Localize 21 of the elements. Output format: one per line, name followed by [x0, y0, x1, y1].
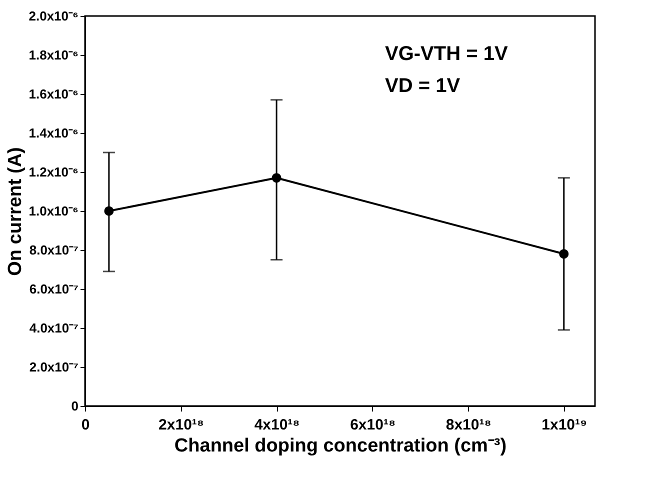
x-tick-label: 0 — [81, 416, 90, 434]
x-axis-title: Channel doping concentration (cm⁻³) — [174, 436, 507, 456]
y-tick-label: 1.2x10⁻⁶ — [28, 164, 79, 180]
y-tick-label: 2.0x10⁻⁶ — [28, 8, 79, 24]
x-tick-label: 8x10¹⁸ — [446, 416, 492, 434]
y-tick-label: 1.8x10⁻⁶ — [28, 48, 79, 62]
x-tick-label: 2x10¹⁸ — [158, 416, 204, 434]
x-tick-label: 1x10¹⁹ — [542, 416, 588, 434]
x-tick-label: 6x10¹⁸ — [350, 416, 396, 434]
y-axis-title: On current (A) — [4, 147, 26, 276]
y-tick-label: 1.6x10⁻⁶ — [28, 86, 79, 102]
y-tick-label: 4.0x10⁻⁷ — [29, 320, 78, 336]
y-tick-label: 8.0x10⁻⁷ — [29, 242, 78, 258]
y-tick-label: 1.0x10⁻⁶ — [28, 204, 79, 218]
x-tick-label: 4x10¹⁸ — [254, 416, 300, 434]
y-tick-label: 2.0x10⁻⁷ — [29, 360, 78, 374]
y-tick-label: 0 — [71, 398, 78, 414]
y-tick-label: 1.4x10⁻⁶ — [28, 126, 79, 140]
y-tick-label: 6.0x10⁻⁷ — [29, 282, 78, 296]
annotation: VD = 1V — [385, 75, 461, 97]
annotation: VG-VTH = 1V — [385, 43, 508, 65]
